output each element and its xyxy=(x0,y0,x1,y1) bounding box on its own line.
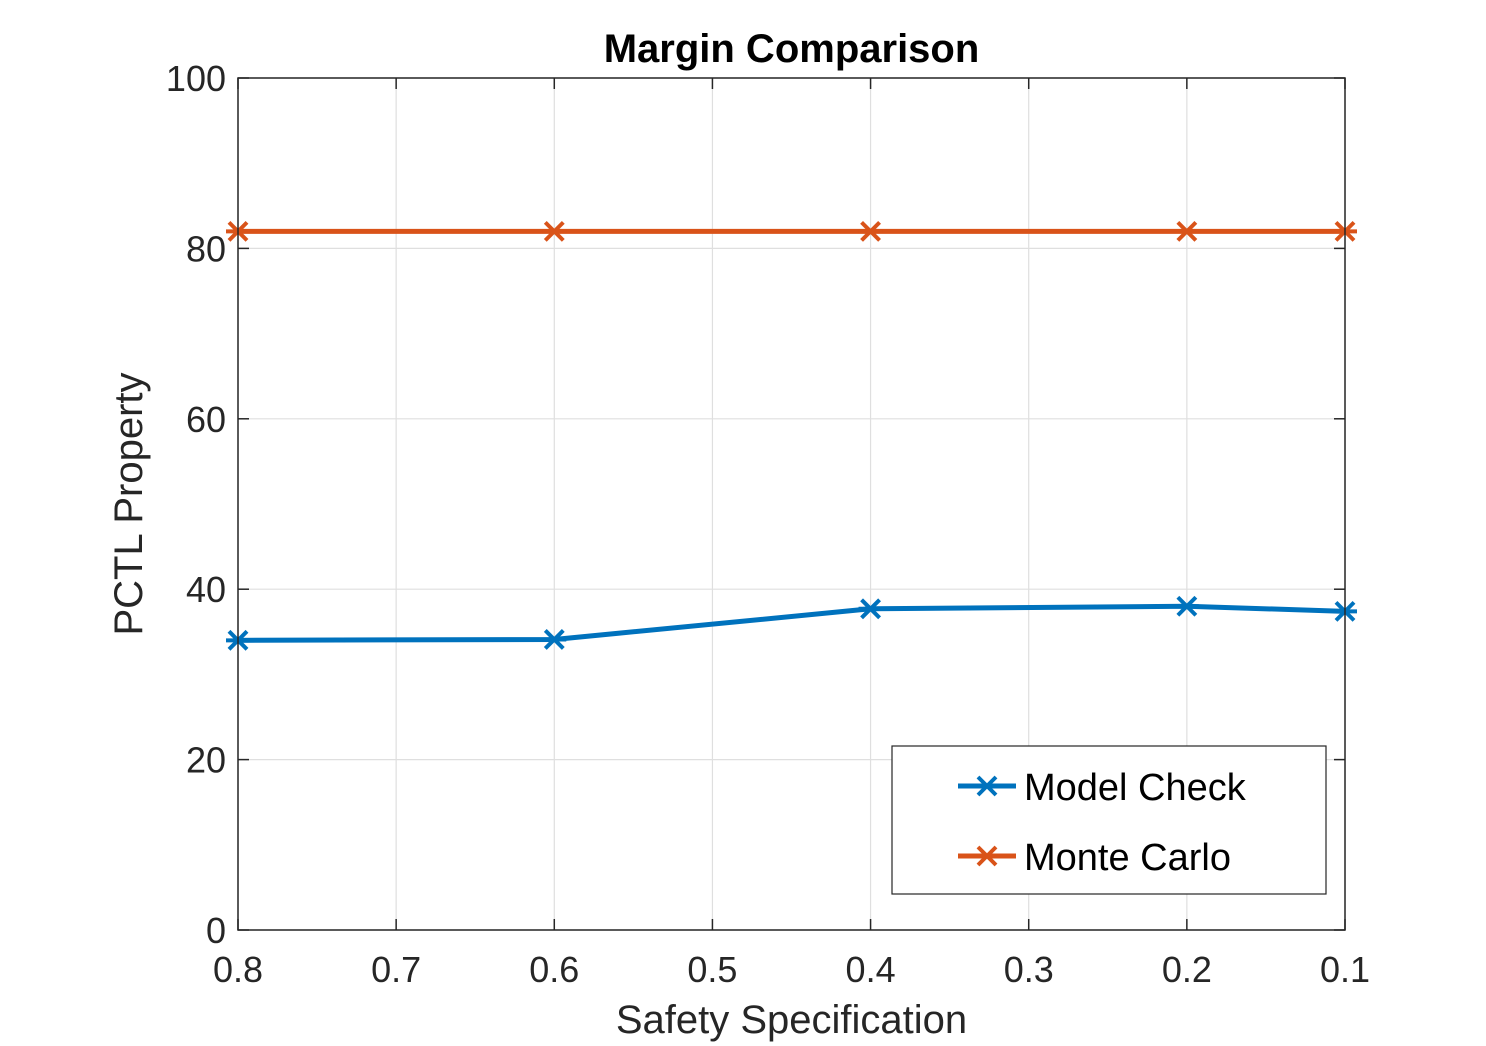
x-tick-label: 0.8 xyxy=(213,949,263,990)
y-tick-label: 100 xyxy=(166,58,226,99)
legend-label-monte-carlo: Monte Carlo xyxy=(1024,837,1231,879)
data-point-monte-carlo xyxy=(1174,220,1199,242)
legend-box xyxy=(891,745,1327,895)
x-tick-label: 0.6 xyxy=(529,949,579,990)
x-tick-label: 0.2 xyxy=(1162,949,1212,990)
x-axis-label: Safety Specification xyxy=(616,998,967,1042)
y-tick-label: 0 xyxy=(206,910,226,951)
legend: Model Check Monte Carlo xyxy=(891,745,1327,895)
legend-marker xyxy=(975,845,999,867)
tick-labels: 0.8 0.7 0.6 0.5 0.4 0.3 0.2 0.1 0 20 40 60 80 100 xyxy=(166,58,1370,990)
y-tick-label: 40 xyxy=(186,569,226,610)
legend-marker xyxy=(975,775,999,797)
x-tick-label: 0.1 xyxy=(1320,949,1370,990)
series-layer xyxy=(226,220,1357,651)
data-point-model-check xyxy=(1174,595,1199,617)
y-tick-label: 80 xyxy=(186,228,226,269)
legend-entry-model-check: Model Check xyxy=(958,767,1247,809)
legend-entry-monte-carlo: Monte Carlo xyxy=(958,837,1231,879)
x-tick-label: 0.4 xyxy=(846,949,896,990)
legend-label-model-check: Model Check xyxy=(1024,767,1247,809)
x-tick-label: 0.5 xyxy=(687,949,737,990)
axes-box xyxy=(237,77,1346,931)
chart-title: Margin Comparison xyxy=(604,27,980,71)
x-tick-label: 0.7 xyxy=(371,949,421,990)
data-point-monte-carlo xyxy=(858,220,883,242)
data-point-model-check xyxy=(542,629,567,650)
x-tick-label: 0.3 xyxy=(1004,949,1054,990)
y-tick-label: 60 xyxy=(186,399,226,440)
legend-sample-model-check xyxy=(958,775,1016,797)
ticks xyxy=(237,77,1346,931)
data-point-monte-carlo xyxy=(542,220,567,242)
data-point-model-check xyxy=(858,598,883,620)
legend-sample-monte-carlo xyxy=(958,845,1016,867)
y-tick-label: 20 xyxy=(186,740,226,781)
y-axis-label: PCTL Property xyxy=(107,372,151,635)
